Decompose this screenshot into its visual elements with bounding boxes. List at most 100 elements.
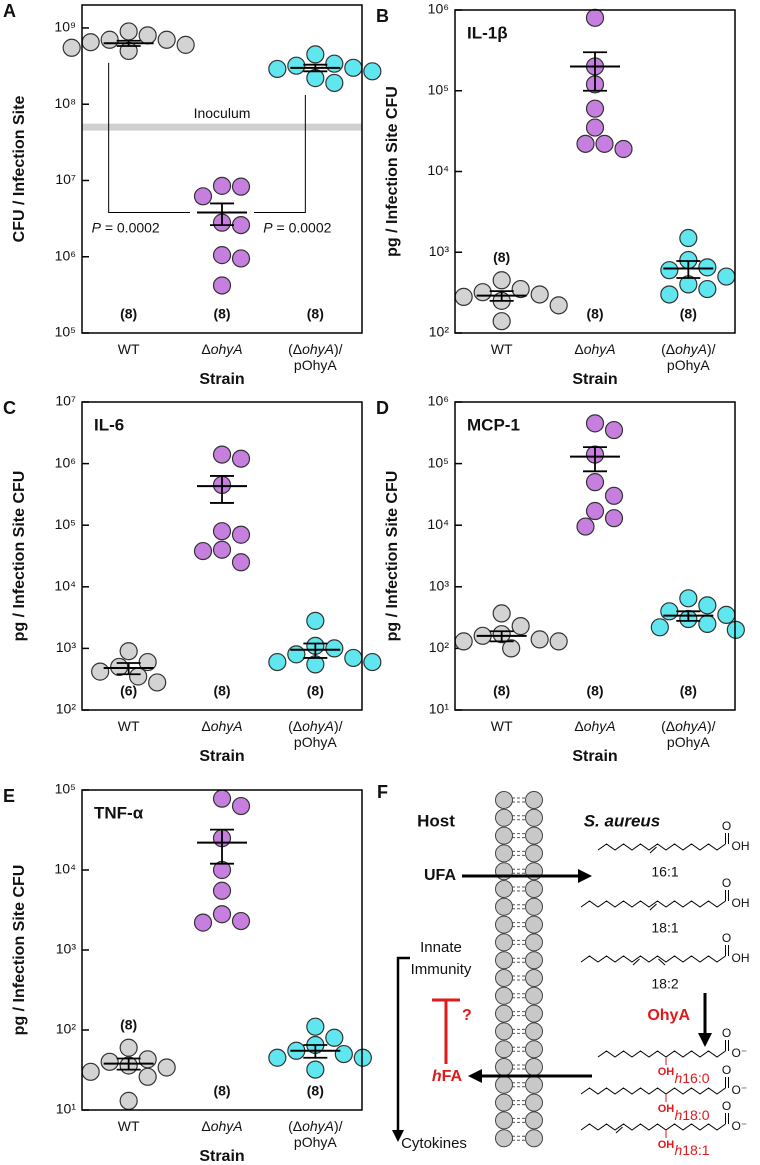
lipid-head: [495, 1075, 513, 1094]
data-point: [231, 177, 251, 196]
data-point: [193, 913, 213, 932]
data-point: [325, 73, 344, 93]
data-point: [660, 261, 679, 280]
data-point: [679, 589, 698, 608]
data-point: [334, 1044, 353, 1064]
data-point: [268, 59, 287, 79]
y-tick-label: 10⁴: [427, 162, 449, 178]
n-label: (8): [307, 306, 324, 322]
x-tick-label: WT: [118, 718, 140, 734]
data-point: [698, 614, 717, 633]
data-point: [157, 1058, 176, 1077]
n-label: (8): [586, 306, 603, 322]
hydroxyl-label: OH: [658, 1139, 675, 1151]
data-point: [576, 517, 595, 536]
n-label: (8): [307, 683, 324, 699]
x-axis-label: Strain: [572, 371, 617, 388]
x-tick-label: (ΔohyA)/pOhyA: [661, 341, 716, 373]
oxygen-label: O: [722, 1026, 731, 1040]
p-value: P = 0.0002: [263, 219, 331, 235]
data-point: [306, 45, 325, 64]
arrow-head: [578, 869, 592, 883]
hydroxyl-label: OH: [732, 839, 750, 853]
y-tick-label: 10⁸: [55, 95, 77, 111]
x-tick-label: ΔohyA: [201, 1118, 242, 1134]
data-point: [119, 642, 138, 661]
n-label: (8): [680, 683, 697, 699]
data-point: [576, 134, 595, 153]
x-tick-label: WT: [491, 341, 513, 357]
p-value: P = 0.0002: [92, 219, 160, 235]
data-point: [473, 283, 492, 302]
y-tick-label: 10⁵: [428, 454, 449, 470]
plot-frame: [454, 9, 736, 334]
n-label: (8): [120, 1016, 137, 1032]
y-tick-label: 10³: [429, 243, 450, 259]
hydroxyl-label: O⁻: [732, 1119, 748, 1133]
data-point: [231, 215, 251, 235]
data-point: [138, 1067, 157, 1086]
y-axis-label: pg / Infection Site CFU: [384, 471, 401, 642]
y-tick-label: 10⁵: [55, 516, 76, 532]
data-point: [231, 249, 251, 268]
lipid-head: [525, 915, 543, 934]
n-label: (8): [680, 306, 697, 322]
fatty-acid-label: 18:2: [651, 976, 678, 992]
hydroxy-fatty-acid-label: h16:0: [674, 1070, 709, 1086]
immunity-label: Immunity: [411, 961, 472, 978]
data-point: [717, 605, 736, 624]
arrow-head: [468, 1069, 482, 1083]
lipid-head: [495, 826, 513, 845]
y-tick-label: 10⁴: [54, 578, 76, 594]
data-point: [698, 596, 717, 615]
n-label: (8): [307, 1083, 324, 1099]
y-tick-label: 10⁹: [54, 19, 76, 35]
data-point: [614, 139, 633, 159]
data-point: [454, 632, 473, 651]
x-tick-label: (ΔohyA)/pOhyA: [288, 1118, 343, 1150]
y-tick-label: 10²: [429, 639, 450, 655]
data-point: [212, 540, 232, 559]
oxygen-label: O: [722, 876, 731, 890]
n-label: (8): [586, 683, 603, 699]
data-point: [717, 267, 736, 286]
data-point: [585, 501, 605, 521]
data-point: [231, 525, 251, 544]
data-point: [660, 602, 679, 621]
n-label: (8): [213, 1083, 230, 1099]
hydroxyl-label: OH: [658, 1066, 675, 1078]
lipid-head: [495, 808, 513, 827]
oxygen-label: O: [722, 1099, 731, 1113]
data-point: [502, 639, 521, 658]
data-point: [287, 645, 306, 664]
hydroxyl-label: OH: [732, 896, 750, 910]
hfa-label: hFA: [432, 1068, 463, 1085]
lipid-head: [495, 1004, 513, 1023]
y-tick-label: 10⁵: [428, 81, 449, 97]
data-point: [530, 285, 549, 304]
data-point: [679, 228, 698, 248]
plot-frame: [454, 401, 736, 711]
x-axis-label: Strain: [199, 371, 244, 388]
y-tick-label: 10²: [56, 1021, 77, 1037]
n-label: (8): [493, 249, 510, 265]
data-point: [138, 652, 157, 672]
oxygen-label: O: [722, 819, 731, 833]
lipid-head: [495, 986, 513, 1005]
oxygen-label: O: [722, 931, 731, 945]
organism-label: S. aureus: [584, 811, 661, 830]
panel-letter: A: [3, 1, 16, 21]
data-point: [511, 279, 530, 299]
lipid-head: [525, 1004, 543, 1023]
data-point: [212, 905, 232, 924]
double-bond: [649, 903, 657, 911]
y-axis-label: pg / Infection Site CFU: [11, 865, 28, 1036]
lipid-head: [525, 1075, 543, 1094]
data-point: [492, 604, 511, 623]
x-axis-label: Strain: [572, 748, 617, 765]
hydroxyl-label: O⁻: [732, 1046, 748, 1060]
lipid-head: [525, 1111, 543, 1130]
x-tick-label: ΔohyA: [201, 718, 242, 734]
lipid-head: [525, 808, 543, 827]
